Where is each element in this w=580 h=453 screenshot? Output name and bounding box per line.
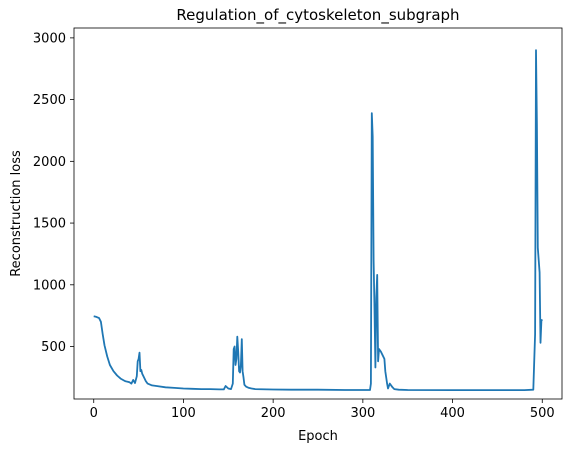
- y-tick-label: 2500: [33, 93, 66, 108]
- y-tick-label: 2000: [33, 155, 66, 170]
- x-tick-label: 200: [261, 406, 286, 421]
- loss-series-line: [93, 49, 544, 392]
- chart-title: Regulation_of_cytoskeleton_subgraph: [176, 6, 459, 25]
- y-tick-label: 500: [41, 340, 66, 355]
- y-tick-label: 1500: [33, 217, 66, 232]
- x-tick-label: 0: [90, 406, 98, 421]
- y-tick-label: 3000: [33, 31, 66, 46]
- x-axis-label: Epoch: [298, 429, 338, 444]
- axes-frame: [73, 27, 563, 400]
- x-tick-label: 400: [440, 406, 465, 421]
- x-tick-label: 500: [530, 406, 555, 421]
- y-axis-label: Reconstruction loss: [9, 150, 24, 277]
- x-tick-label: 300: [350, 406, 375, 421]
- y-tick-label: 1000: [33, 278, 66, 293]
- x-tick-label: 100: [171, 406, 196, 421]
